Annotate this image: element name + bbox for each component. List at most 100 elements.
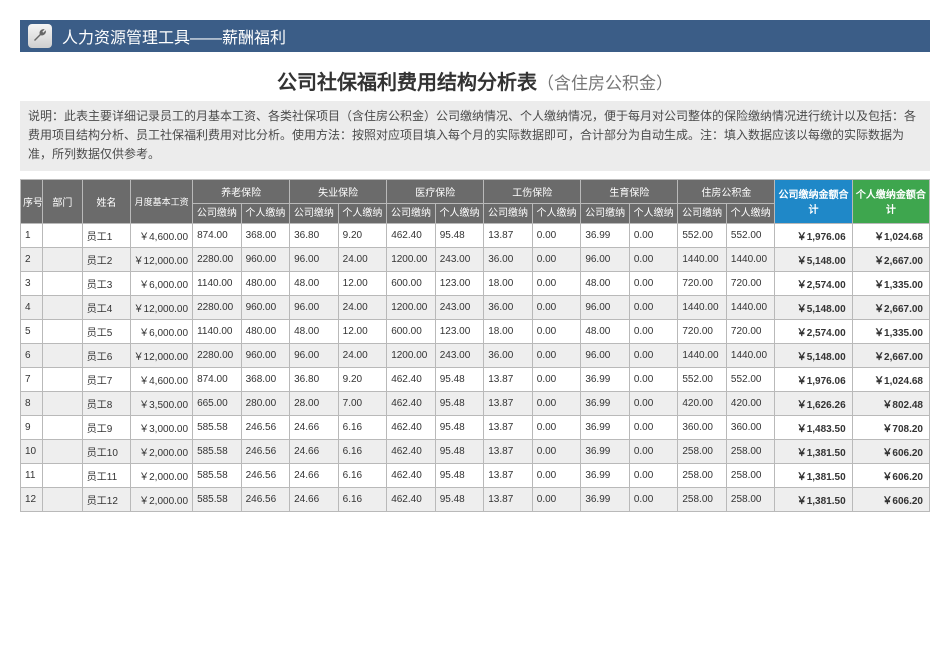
cell-salary: ￥12,000.00 [131,295,193,319]
cell-value: 0.00 [532,367,581,391]
cell-company-total: ￥1,976.06 [775,367,852,391]
cell-personal-total: ￥1,335.00 [852,319,929,343]
cell-value: 0.00 [532,463,581,487]
cell-name: 员工9 [82,415,131,439]
cell-value: 462.40 [387,367,436,391]
cell-value: 720.00 [726,319,775,343]
cell-value: 13.87 [484,463,533,487]
col-group-maternity: 生育保险 [581,179,678,203]
table-row: 11员工11￥2,000.00585.58246.5624.666.16462.… [21,463,930,487]
cell-name: 员工12 [82,487,131,511]
header-text: 人力资源管理工具——薪酬福利 [62,24,286,48]
cell-personal-total: ￥606.20 [852,439,929,463]
cell-dept [43,271,83,295]
cell-value: 96.00 [290,295,339,319]
cell-value: 36.80 [290,367,339,391]
cell-value: 462.40 [387,391,436,415]
cell-value: 24.00 [338,343,387,367]
cell-value: 96.00 [581,343,630,367]
cell-value: 0.00 [629,271,678,295]
cell-company-total: ￥2,574.00 [775,271,852,295]
cell-name: 员工11 [82,463,131,487]
cell-value: 720.00 [726,271,775,295]
cell-value: 0.00 [532,319,581,343]
cell-salary: ￥2,000.00 [131,463,193,487]
cell-company-total: ￥1,381.50 [775,439,852,463]
cell-personal-total: ￥2,667.00 [852,247,929,271]
cell-personal-total: ￥1,024.68 [852,223,929,247]
cell-value: 368.00 [241,223,290,247]
cell-value: 874.00 [193,367,242,391]
cell-seq: 1 [21,223,43,247]
cell-company-total: ￥1,626.26 [775,391,852,415]
cell-value: 600.00 [387,319,436,343]
cell-value: 0.00 [629,487,678,511]
cell-value: 95.48 [435,223,484,247]
table-row: 4员工4￥12,000.002280.00960.0096.0024.00120… [21,295,930,319]
cell-value: 720.00 [678,271,727,295]
cell-name: 员工8 [82,391,131,415]
cell-value: 0.00 [629,415,678,439]
col-group-injury: 工伤保险 [484,179,581,203]
cell-dept [43,391,83,415]
cell-value: 36.80 [290,223,339,247]
cell-value: 360.00 [726,415,775,439]
cell-value: 0.00 [532,487,581,511]
col-sub-0-company: 公司缴纳 [193,203,242,223]
title-sub: （含住房公积金） [537,74,673,93]
cell-salary: ￥6,000.00 [131,271,193,295]
col-group-housing: 住房公积金 [678,179,775,203]
cell-value: 1200.00 [387,343,436,367]
col-sub-4-company: 公司缴纳 [581,203,630,223]
cell-name: 员工2 [82,247,131,271]
cell-value: 95.48 [435,463,484,487]
cell-salary: ￥4,600.00 [131,223,193,247]
cell-value: 258.00 [678,439,727,463]
cell-salary: ￥4,600.00 [131,367,193,391]
cell-value: 13.87 [484,223,533,247]
cell-value: 1440.00 [678,343,727,367]
cell-value: 0.00 [629,391,678,415]
cell-value: 2280.00 [193,247,242,271]
cell-value: 0.00 [532,247,581,271]
cell-value: 24.66 [290,487,339,511]
cell-value: 246.56 [241,415,290,439]
cell-personal-total: ￥606.20 [852,463,929,487]
header-bar: 人力资源管理工具——薪酬福利 [20,20,930,52]
col-sub-5-company: 公司缴纳 [678,203,727,223]
cell-value: 243.00 [435,343,484,367]
col-dept: 部门 [43,179,83,223]
cell-dept [43,319,83,343]
cell-value: 243.00 [435,247,484,271]
cell-value: 552.00 [726,367,775,391]
table-row: 8员工8￥3,500.00665.00280.0028.007.00462.40… [21,391,930,415]
cell-dept [43,367,83,391]
cell-value: 12.00 [338,271,387,295]
cell-value: 0.00 [532,343,581,367]
cell-dept [43,247,83,271]
cell-personal-total: ￥802.48 [852,391,929,415]
cell-value: 258.00 [726,463,775,487]
cell-company-total: ￥5,148.00 [775,247,852,271]
cell-value: 462.40 [387,463,436,487]
cell-name: 员工5 [82,319,131,343]
table-body: 1员工1￥4,600.00874.00368.0036.809.20462.40… [21,223,930,511]
cell-value: 1140.00 [193,319,242,343]
cell-value: 552.00 [726,223,775,247]
cell-company-total: ￥5,148.00 [775,295,852,319]
col-sub-2-personal: 个人缴纳 [435,203,484,223]
benefit-table: 序号 部门 姓名 月度基本工资 养老保险 失业保险 医疗保险 工伤保险 生育保险… [20,179,930,512]
cell-seq: 4 [21,295,43,319]
cell-value: 258.00 [678,463,727,487]
cell-dept [43,415,83,439]
cell-name: 员工4 [82,295,131,319]
page-title: 公司社保福利费用结构分析表（含住房公积金） [20,66,930,95]
cell-value: 36.00 [484,295,533,319]
cell-value: 1440.00 [726,247,775,271]
cell-seq: 12 [21,487,43,511]
cell-company-total: ￥2,574.00 [775,319,852,343]
col-company-total: 公司缴纳金额合计 [775,179,852,223]
cell-dept [43,463,83,487]
table-row: 6员工6￥12,000.002280.00960.0096.0024.00120… [21,343,930,367]
cell-name: 员工10 [82,439,131,463]
